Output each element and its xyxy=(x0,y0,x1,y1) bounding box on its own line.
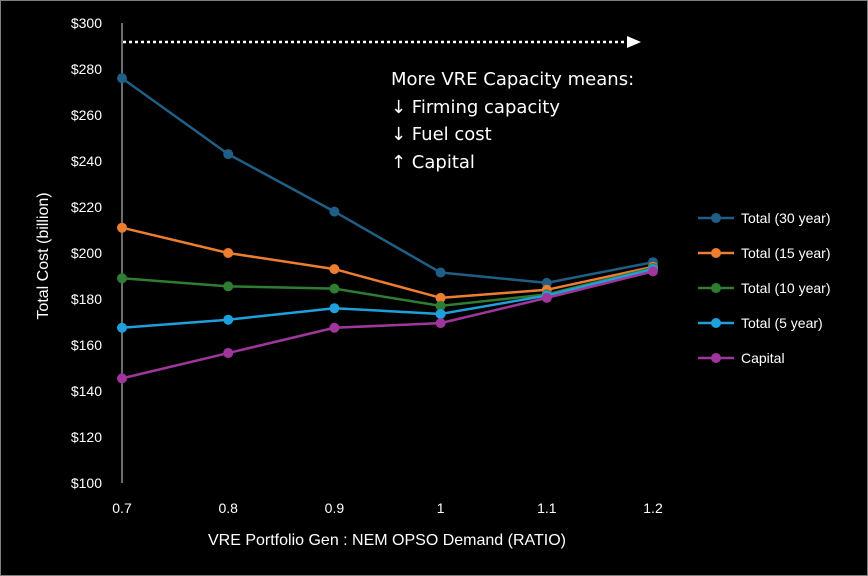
legend-label: Total (5 year) xyxy=(741,315,823,331)
y-tick-label: $140 xyxy=(71,383,102,399)
x-tick-label: 0.7 xyxy=(112,500,132,516)
data-point xyxy=(329,283,340,294)
data-point xyxy=(541,277,552,288)
data-point xyxy=(117,373,127,384)
y-tick-label: $200 xyxy=(71,245,102,261)
data-point xyxy=(223,281,234,292)
legend-entry: Total (15 year) xyxy=(698,245,830,261)
series-line xyxy=(121,267,654,329)
legend-label: Total (15 year) xyxy=(741,245,830,261)
data-point xyxy=(117,273,127,284)
x-axis-title: VRE Portfolio Gen : NEM OPSO Demand (RAT… xyxy=(208,532,566,549)
annotation-line-2: ↓ Firming capacity xyxy=(391,97,560,118)
y-axis: $100 $120 $140 $160 $180 $200 $220 $240 $260 $280… xyxy=(71,15,123,491)
data-point xyxy=(117,222,127,233)
legend-entry: Capital xyxy=(698,350,785,366)
legend-marker xyxy=(711,318,721,328)
legend-entry: Total (5 year) xyxy=(698,315,823,331)
data-point xyxy=(223,149,234,160)
x-axis: 0.7 0.8 0.9 1 1.1 1.2 xyxy=(112,500,663,516)
data-point xyxy=(329,303,340,314)
legend-label: Total (30 year) xyxy=(741,210,830,226)
legend-label: Total (10 year) xyxy=(741,280,830,296)
legend-entry: Total (30 year) xyxy=(698,210,830,226)
legend-label: Capital xyxy=(741,350,785,366)
series-3 xyxy=(117,264,658,333)
data-point xyxy=(435,292,446,303)
x-tick-label: 1 xyxy=(437,500,445,516)
series-line xyxy=(121,226,654,300)
y-tick-label: $180 xyxy=(71,291,102,307)
x-tick-label: 1.1 xyxy=(537,500,557,516)
series-line xyxy=(121,270,654,380)
data-point xyxy=(223,248,234,258)
y-tick-label: $260 xyxy=(71,107,102,123)
right-arrowhead-icon xyxy=(627,36,641,48)
y-tick-label: $220 xyxy=(71,199,102,215)
legend-marker xyxy=(711,248,721,258)
x-tick-label: 0.8 xyxy=(218,500,238,516)
legend-marker xyxy=(711,353,721,363)
y-tick-label: $120 xyxy=(71,429,102,445)
legend-marker xyxy=(711,213,721,223)
data-point xyxy=(329,264,340,275)
series-group xyxy=(117,73,658,384)
legend-entry: Total (10 year) xyxy=(698,280,830,296)
data-point xyxy=(223,314,234,325)
annotation-line-3: ↓ Fuel cost xyxy=(391,124,492,145)
series-line xyxy=(121,266,654,308)
x-tick-label: 0.9 xyxy=(325,500,345,516)
legend: Total (30 year) Total (15 year) Total (10 … xyxy=(698,210,830,366)
y-tick-label: $100 xyxy=(71,475,102,491)
y-axis-title: Total Cost (billion) xyxy=(35,192,52,319)
data-point xyxy=(541,292,552,303)
data-point xyxy=(223,348,234,359)
legend-marker xyxy=(711,283,721,293)
data-point xyxy=(435,267,446,278)
y-tick-label: $300 xyxy=(71,15,102,31)
data-point xyxy=(435,308,446,319)
series-4 xyxy=(117,266,658,384)
series-line xyxy=(121,77,654,285)
y-tick-label: $240 xyxy=(71,153,102,169)
data-point xyxy=(329,206,340,217)
data-point xyxy=(435,318,446,329)
data-point xyxy=(117,73,127,84)
y-tick-label: $280 xyxy=(71,61,102,77)
data-point xyxy=(117,322,127,333)
data-point xyxy=(329,322,340,333)
series-0 xyxy=(117,73,658,288)
x-tick-label: 1.2 xyxy=(643,500,663,516)
annotation-line-4: ↑ Capital xyxy=(391,152,475,173)
annotation-line-1: More VRE Capacity means: xyxy=(391,69,634,90)
data-point xyxy=(648,266,658,277)
y-tick-label: $160 xyxy=(71,337,102,353)
annotation: More VRE Capacity means: ↓ Firming capac… xyxy=(123,36,641,173)
data-point xyxy=(435,300,446,311)
